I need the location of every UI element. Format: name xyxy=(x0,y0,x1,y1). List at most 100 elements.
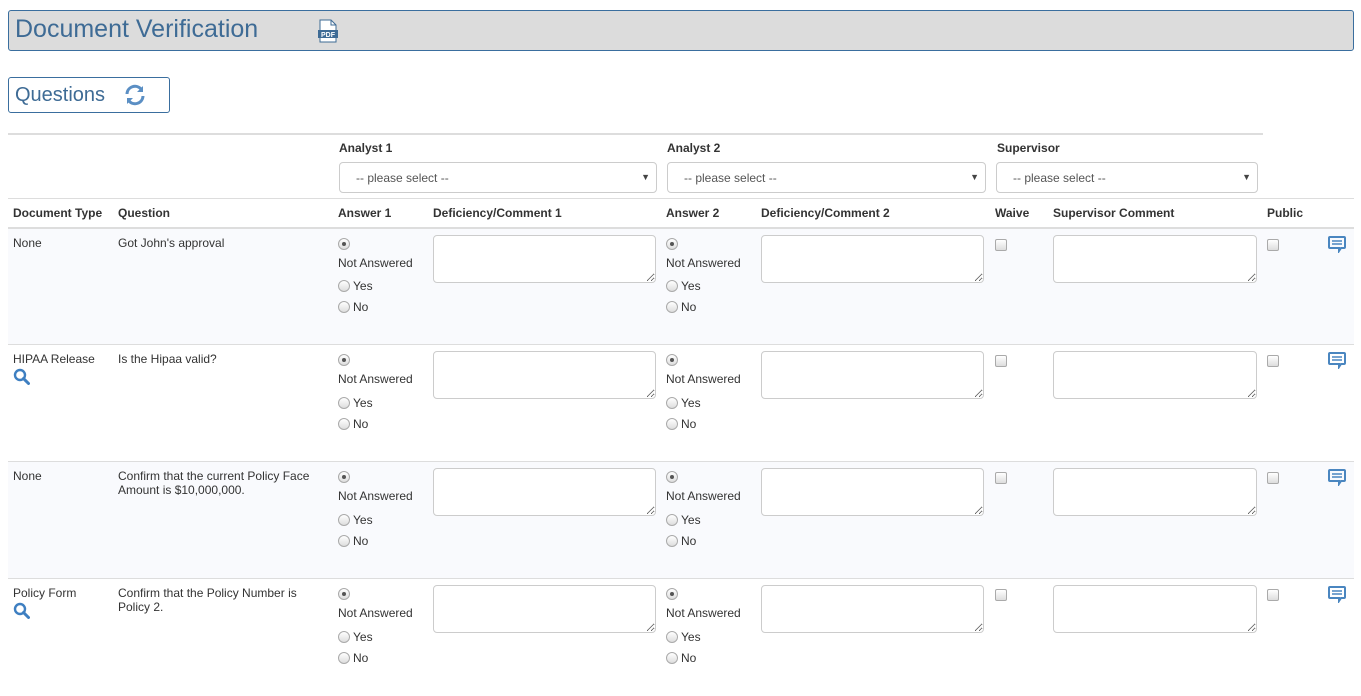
radio-not-answered[interactable] xyxy=(666,351,751,369)
radio-button[interactable] xyxy=(666,417,678,430)
supervisor-label: Supervisor xyxy=(997,141,1060,155)
supervisor-comment-input[interactable] xyxy=(1053,468,1257,516)
analyst1-select[interactable]: -- please select -- ▼ xyxy=(339,162,657,193)
radio-not-answered[interactable] xyxy=(666,585,751,603)
public-cell xyxy=(1262,461,1318,579)
radio-no[interactable]: No xyxy=(338,526,423,555)
doc-type: HIPAA Release xyxy=(13,352,95,366)
radio-no[interactable]: No xyxy=(666,643,751,672)
deficiency-comment-1-input[interactable] xyxy=(433,585,656,633)
radio-label: No xyxy=(353,650,369,665)
radio-yes[interactable]: Yes xyxy=(338,505,423,534)
deficiency-comment-2-input[interactable] xyxy=(761,468,984,516)
public-checkbox[interactable] xyxy=(1267,355,1279,367)
comment1-cell xyxy=(428,578,661,696)
comment-icon[interactable] xyxy=(1328,586,1346,605)
radio-no[interactable]: No xyxy=(338,643,423,672)
radio-yes[interactable]: Yes xyxy=(666,388,751,417)
radio-button[interactable] xyxy=(338,237,350,250)
deficiency-comment-2-input[interactable] xyxy=(761,234,984,283)
question-text: Is the Hipaa valid? xyxy=(118,352,217,366)
radio-not-answered[interactable] xyxy=(338,235,423,253)
radio-button[interactable] xyxy=(666,354,678,366)
radio-button[interactable] xyxy=(338,417,350,430)
radio-button[interactable] xyxy=(338,651,350,664)
comment-icon[interactable] xyxy=(1328,469,1346,488)
radio-yes[interactable]: Yes xyxy=(338,622,423,651)
radio-not-answered[interactable] xyxy=(338,468,423,486)
radio-button[interactable] xyxy=(338,280,350,292)
deficiency-comment-1-input[interactable] xyxy=(433,234,656,283)
radio-not-answered[interactable] xyxy=(666,235,751,253)
radio-button[interactable] xyxy=(666,301,678,313)
supervisor-comment-cell xyxy=(1048,461,1262,579)
radio-button[interactable] xyxy=(666,630,678,643)
deficiency-comment-2-input[interactable] xyxy=(761,351,984,399)
waive-checkbox[interactable] xyxy=(995,472,1007,484)
radio-no[interactable]: No xyxy=(666,293,751,322)
radio-yes[interactable]: Yes xyxy=(338,388,423,417)
comment1-cell xyxy=(428,227,661,345)
deficiency-comment-2-input[interactable] xyxy=(761,585,984,633)
supervisor-select[interactable]: -- please select -- ▼ xyxy=(996,162,1258,193)
radio-not-answered[interactable] xyxy=(666,468,751,486)
public-cell xyxy=(1262,344,1318,462)
radio-no[interactable]: No xyxy=(338,409,423,438)
waive-checkbox[interactable] xyxy=(995,355,1007,367)
radio-yes[interactable]: Yes xyxy=(666,622,751,651)
radio-button[interactable] xyxy=(666,280,678,292)
radio-button[interactable] xyxy=(666,588,678,600)
public-checkbox[interactable] xyxy=(1267,238,1279,251)
waive-cell xyxy=(990,344,1048,462)
radio-no[interactable]: No xyxy=(666,526,751,555)
radio-yes[interactable]: Yes xyxy=(338,272,423,301)
radio-button[interactable] xyxy=(666,534,678,547)
waive-checkbox[interactable] xyxy=(995,589,1007,601)
pdf-icon[interactable]: PDF xyxy=(317,19,339,43)
radio-button[interactable] xyxy=(338,396,350,409)
column-header: Document Type xyxy=(8,198,113,229)
answer1-cell: Not Answered Yes No xyxy=(333,578,428,696)
supervisor-comment-input[interactable] xyxy=(1053,234,1257,283)
comment-icon[interactable] xyxy=(1328,235,1346,254)
search-icon[interactable] xyxy=(13,368,30,385)
radio-button[interactable] xyxy=(338,301,350,313)
public-checkbox[interactable] xyxy=(1267,589,1279,601)
radio-no[interactable]: No xyxy=(666,409,751,438)
radio-button[interactable] xyxy=(666,513,678,526)
radio-not-answered[interactable] xyxy=(338,585,423,603)
radio-button[interactable] xyxy=(666,237,678,250)
search-icon[interactable] xyxy=(13,602,30,619)
questions-table: Document Type Question Answer 1 Deficiency/… xyxy=(8,198,1354,696)
radio-label: Not Answered xyxy=(338,255,413,270)
deficiency-comment-1-input[interactable] xyxy=(433,468,656,516)
radio-label: No xyxy=(353,533,369,548)
analyst2-select[interactable]: -- please select -- ▼ xyxy=(667,162,986,193)
radio-no[interactable]: No xyxy=(338,293,423,322)
radio-yes[interactable]: Yes xyxy=(666,272,751,301)
radio-button[interactable] xyxy=(338,354,350,366)
comment2-cell xyxy=(756,344,990,462)
deficiency-comment-1-input[interactable] xyxy=(433,351,656,399)
comment1-cell xyxy=(428,461,661,579)
radio-button[interactable] xyxy=(338,534,350,547)
radio-button[interactable] xyxy=(338,630,350,643)
radio-button[interactable] xyxy=(338,588,350,600)
radio-button[interactable] xyxy=(666,396,678,409)
radio-label: No xyxy=(353,300,369,314)
supervisor-comment-input[interactable] xyxy=(1053,585,1257,633)
radio-button[interactable] xyxy=(666,471,678,483)
public-checkbox[interactable] xyxy=(1267,472,1279,484)
radio-button[interactable] xyxy=(338,471,350,483)
radio-yes[interactable]: Yes xyxy=(666,505,751,534)
radio-not-answered[interactable] xyxy=(338,351,423,369)
radio-button[interactable] xyxy=(666,651,678,664)
supervisor-comment-cell xyxy=(1048,578,1262,696)
supervisor-comment-input[interactable] xyxy=(1053,351,1257,399)
comment-icon[interactable] xyxy=(1328,352,1346,371)
radio-label: Yes xyxy=(353,279,373,293)
refresh-icon[interactable] xyxy=(123,83,147,107)
waive-checkbox[interactable] xyxy=(995,238,1007,251)
radio-button[interactable] xyxy=(338,513,350,526)
doc-type-cell: Policy Form xyxy=(8,578,113,696)
